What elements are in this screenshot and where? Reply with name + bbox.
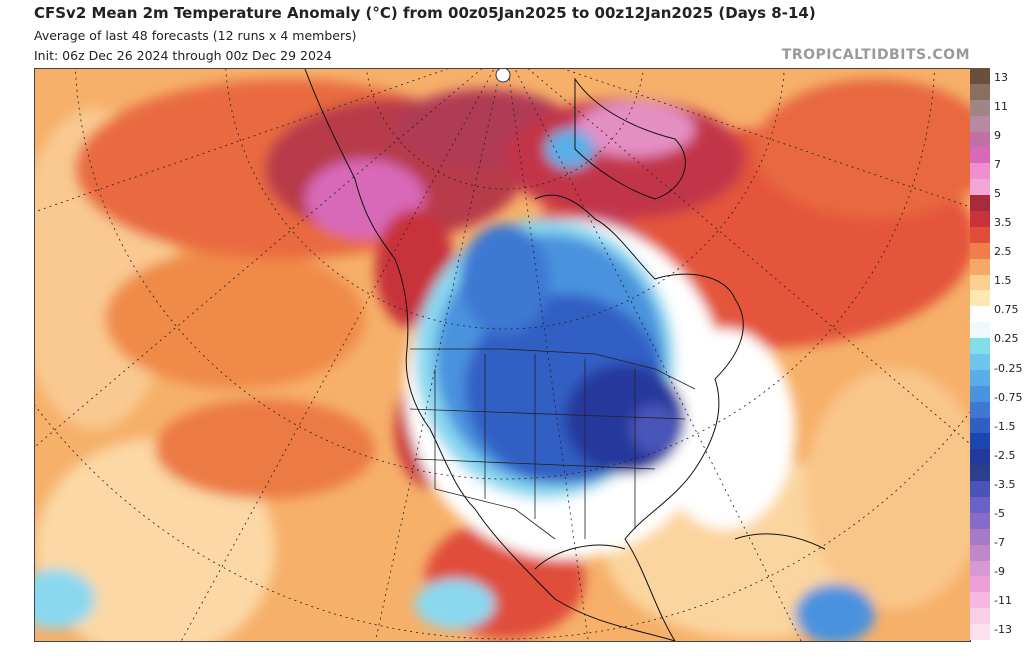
us-state-lines-vertical (434, 354, 636, 539)
colorbar-cell (970, 322, 990, 339)
colorbar-label: -11 (994, 593, 1012, 607)
us-canada-border (410, 348, 696, 390)
colorbar-label: -0.25 (994, 361, 1023, 375)
colorbar-label: 9 (994, 129, 1001, 143)
colorbar-cell (970, 481, 990, 498)
colorbar-cell (970, 338, 990, 355)
colorbar-cell (970, 449, 990, 466)
colorbar-cell (970, 560, 990, 577)
colorbar-cell (970, 401, 990, 419)
coastlines (304, 69, 826, 641)
europe-warm (755, 79, 970, 219)
colorbar-cell (970, 497, 990, 514)
colorbar-label: 13 (994, 71, 1008, 84)
colorbar-cell (970, 290, 990, 307)
colorbar-cell (970, 544, 990, 562)
site-brand: TROPICALTIDBITS.COM (781, 47, 970, 63)
colorbar-cell (970, 354, 990, 371)
west-coastline (304, 69, 676, 641)
atlantic-neutral (655, 329, 795, 529)
colorbar-cell (970, 385, 990, 403)
graticule (35, 69, 970, 641)
colorbar-label: 0.75 (994, 303, 1019, 317)
caribbean-cold (795, 584, 875, 641)
cuba-coast (734, 533, 826, 550)
pacific-warm-band (105, 249, 365, 389)
map-subtitle: Average of last 48 forecasts (12 runs x … (34, 28, 357, 43)
colorbar (970, 68, 990, 641)
colorbar-cell (970, 195, 990, 212)
colorbar-label: -0.75 (994, 390, 1023, 404)
colorbar-cell (970, 83, 990, 101)
colorbar-cell (970, 592, 990, 609)
subtropical-warm (155, 399, 375, 499)
colorbar-label: -7 (994, 535, 1005, 549)
baffin-cold (545, 129, 595, 169)
colorbar-cell (970, 68, 990, 85)
colorbar-cell (970, 226, 990, 244)
colorbar-cell (970, 131, 990, 148)
colorbar-cell (970, 465, 990, 482)
cold-extreme (630, 404, 680, 454)
colorbar-label: 7 (994, 158, 1001, 172)
colorbar-cell (970, 163, 990, 180)
colorbar-cell (970, 417, 990, 434)
colorbar-cell (970, 433, 990, 450)
colorbar-label: 11 (994, 100, 1008, 114)
colorbar-cell (970, 608, 990, 625)
colorbar-label: -2.5 (994, 448, 1016, 462)
atlantic-east-light (805, 369, 970, 609)
colorbar-label: -5 (994, 506, 1005, 520)
colorbar-cell (970, 274, 990, 291)
colorbar-label: -13 (994, 623, 1012, 636)
colorbar-label: 3.5 (994, 216, 1012, 230)
colorbar-label: -9 (994, 564, 1005, 578)
colorbar-cell (970, 624, 990, 641)
colorbar-cell (970, 512, 990, 530)
colorbar-cell (970, 115, 990, 133)
prairie-cold (460, 224, 550, 334)
colorbar-cell (970, 211, 990, 228)
gulf-coast (534, 544, 626, 570)
anomaly-map (34, 68, 971, 642)
colorbar-cell (970, 258, 990, 276)
borders (409, 348, 696, 540)
colorbar-label: 2.5 (994, 245, 1012, 259)
colorbar-cell (970, 242, 990, 260)
init-info: Init: 06z Dec 26 2024 through 00z Dec 29… (34, 48, 332, 63)
colorbar-label: -3.5 (994, 477, 1016, 491)
colorbar-cell (970, 179, 990, 196)
colorbar-cell (970, 99, 990, 117)
anomaly-map-canvas (35, 69, 970, 641)
colorbar-cell (970, 576, 990, 593)
colorbar-label: 5 (994, 187, 1001, 201)
greenland-coast (574, 77, 686, 200)
map-title: CFSv2 Mean 2m Temperature Anomaly (°C) f… (34, 4, 816, 22)
west-cold-patch (35, 569, 95, 629)
colorbar-cell (970, 528, 990, 546)
pacific-cold-patch (415, 579, 495, 629)
colorbar-cell (970, 147, 990, 164)
colorbar-label: -1.5 (994, 419, 1016, 433)
colorbar-cell (970, 306, 990, 323)
greenland-very-warm (575, 101, 695, 157)
east-coastline (534, 194, 744, 641)
us-mexico-border (434, 488, 556, 540)
colorbar-label: 1.5 (994, 274, 1012, 288)
us-state-lines-horizontal (409, 408, 686, 470)
north-pole-marker (495, 69, 511, 83)
colorbar-label: 0.25 (994, 332, 1019, 346)
colorbar-cell (970, 369, 990, 387)
